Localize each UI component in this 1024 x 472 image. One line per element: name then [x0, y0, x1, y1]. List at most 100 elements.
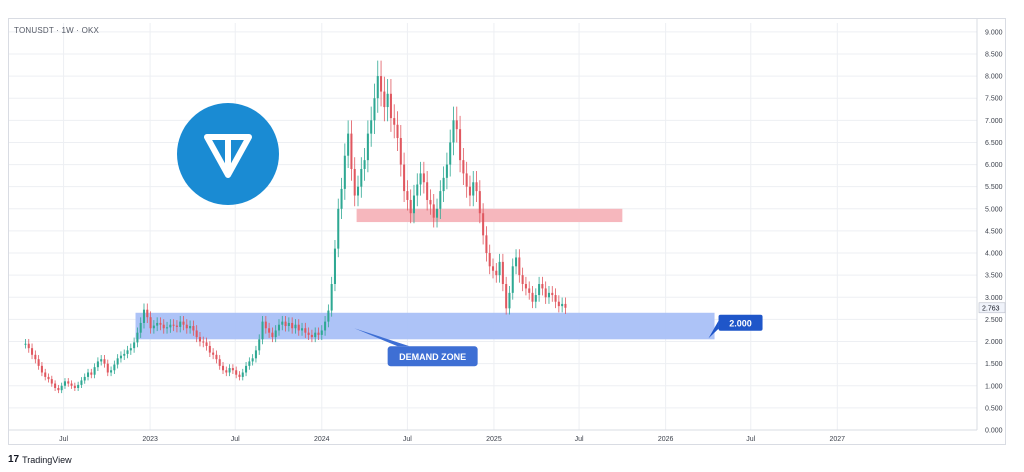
candle-body: [238, 374, 241, 377]
candle-body: [317, 332, 320, 335]
candle-body: [327, 310, 330, 322]
candle-body: [205, 342, 208, 346]
candle-body: [40, 365, 43, 373]
candle-body: [488, 253, 491, 267]
candle-body: [195, 330, 198, 338]
price-chart[interactable]: 0.000 0.500 1.000 1.500 2.000 2.500 3.000 3.500…: [9, 19, 1007, 446]
candle-body: [297, 324, 300, 331]
candle-body: [436, 208, 439, 218]
last-price-badge: [978, 302, 1006, 314]
candle-body: [294, 324, 297, 329]
candle-body: [248, 361, 251, 366]
candle-body: [399, 138, 402, 165]
candle-body: [544, 288, 547, 298]
candle-body: [515, 257, 518, 267]
candle-body: [386, 93, 389, 108]
candle-body: [409, 199, 412, 214]
candle-body: [291, 322, 294, 329]
candle-body: [162, 324, 165, 329]
candle-body: [182, 321, 185, 325]
y-tick-label: 1.500: [985, 361, 1003, 368]
y-tick-label: 7.000: [985, 118, 1003, 125]
candle-body: [429, 199, 432, 205]
candle-body: [264, 321, 267, 329]
candle-body: [156, 322, 159, 326]
candle-body: [340, 188, 343, 209]
symbol-title: TONUSDT · 1W · OKX: [14, 26, 100, 35]
candle-body: [133, 342, 136, 349]
candle-body: [202, 341, 205, 343]
candle-body: [330, 284, 333, 311]
tradingview-logo-icon: 17: [8, 454, 20, 465]
x-tick-label: Jul: [59, 436, 68, 443]
candle-body: [198, 337, 201, 342]
candle-body: [241, 372, 244, 377]
x-tick-label: 2024: [314, 436, 330, 443]
candle-body: [73, 385, 76, 388]
candle-body: [93, 367, 96, 375]
candle-body: [44, 372, 47, 377]
candle-body: [63, 381, 66, 386]
candle-body: [482, 213, 485, 236]
candle-body: [347, 133, 350, 156]
candle-body: [268, 328, 271, 333]
candle-body: [119, 355, 122, 359]
level-label-badge: [718, 314, 763, 331]
candle-body: [37, 359, 40, 366]
candle-body: [218, 359, 221, 366]
candle-body: [166, 327, 169, 329]
candle-body: [521, 275, 524, 285]
candle-body: [564, 303, 567, 308]
candle-body: [129, 348, 132, 351]
candle-body: [406, 191, 409, 200]
candle-body: [393, 118, 396, 125]
candle-body: [412, 195, 416, 214]
candle-body: [274, 330, 277, 338]
candle-body: [103, 359, 106, 364]
candle-body: [304, 328, 307, 333]
candle-body: [511, 266, 514, 293]
candle-body: [139, 322, 142, 333]
tradingview-brand[interactable]: 17 TradingView: [8, 454, 72, 465]
candle-body: [50, 379, 53, 384]
y-tick-label: 2.500: [985, 317, 1003, 324]
candle-body: [360, 168, 363, 187]
candle-body: [149, 317, 152, 329]
candle-body: [116, 358, 119, 365]
candle-body: [67, 381, 70, 384]
candle-body: [370, 120, 373, 134]
x-tick-label: Jul: [746, 436, 755, 443]
chart-frame[interactable]: 0.000 0.500 1.000 1.500 2.000 2.500 3.000 3.500…: [8, 18, 1006, 445]
candle-body: [175, 325, 178, 327]
candle-body: [123, 353, 126, 356]
candle-body: [380, 76, 383, 92]
candle-body: [271, 332, 274, 338]
candle-body: [534, 295, 537, 302]
y-tick-label: 1.000: [985, 383, 1003, 390]
candle-body: [528, 288, 531, 293]
candle-body: [561, 303, 564, 307]
demand-zone-label: DEMAND ZONE: [399, 352, 466, 362]
level-label-pointer: [708, 320, 719, 339]
y-tick-label: 2.000: [985, 339, 1003, 346]
candle-body: [258, 339, 261, 351]
candle-body: [142, 309, 146, 323]
candle-body: [254, 350, 257, 359]
candle-body: [373, 98, 376, 121]
candle-body: [31, 348, 34, 355]
candle-body: [251, 358, 254, 362]
supply-zone: [356, 208, 623, 223]
x-tick-label: 2027: [830, 436, 846, 443]
candle-body: [449, 142, 452, 165]
candle-body: [320, 330, 323, 335]
y-tick-label: 0.000: [985, 428, 1003, 435]
candle-body: [90, 372, 93, 375]
y-tick-label: 6.500: [985, 140, 1003, 147]
candle-body: [100, 359, 103, 362]
candle-body: [47, 376, 50, 380]
candle-body: [442, 177, 445, 192]
demand-zone-callout: [387, 346, 478, 367]
candle-body: [54, 383, 57, 388]
y-tick-label: 4.000: [985, 251, 1003, 258]
candle-body: [363, 160, 366, 169]
